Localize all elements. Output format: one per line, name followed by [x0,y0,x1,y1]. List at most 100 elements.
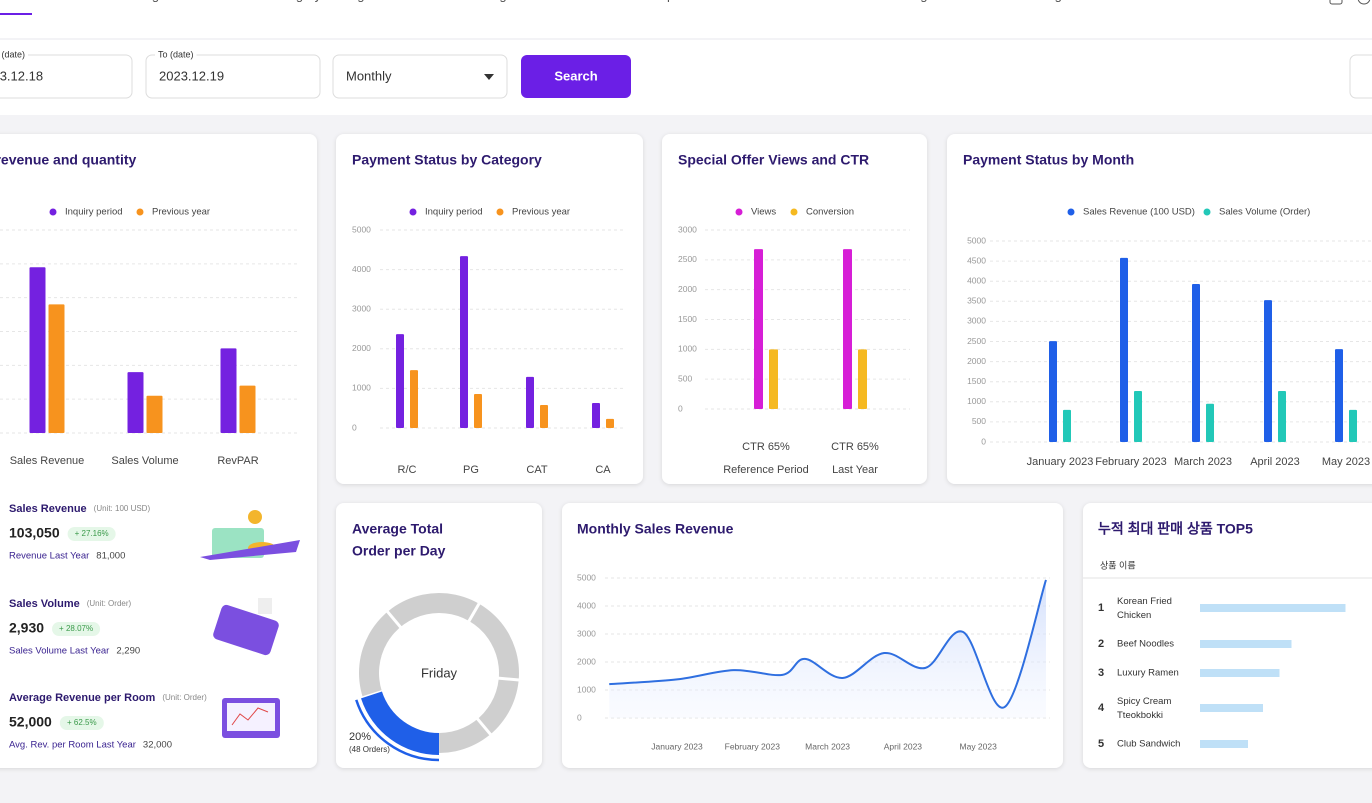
y-tick-label: 2000 [577,656,596,666]
legend-marker [409,208,417,216]
x-tick-label: CA [595,464,611,476]
bar [474,393,482,428]
rank: 1 [1098,602,1104,614]
kpi-title: Sales Volume [9,598,80,610]
bar [1200,604,1346,612]
export-button[interactable] [1349,54,1372,99]
y-tick-label: 3000 [352,303,371,313]
candles [231,707,269,726]
bar [1049,341,1057,442]
to-input[interactable] [145,54,321,99]
separator [466,601,482,624]
y-tick-label: 4000 [352,264,371,274]
x-tick-label: April 2023 [884,741,923,751]
label-bg [155,49,197,60]
kpi-change: + 62.5% [67,718,97,727]
y-tick-label: 5000 [967,235,986,245]
annotation: CTR 65% [742,441,790,453]
product-name: Korean Fried Chicken [1117,596,1175,621]
y-tick-label: 1000 [678,344,697,354]
kpi-last-label: Sales Volume Last Year [9,646,109,657]
chart-title: Special Offer Views and CTR [678,152,869,168]
kpi-unit: (Unit: 100 USD) [94,504,151,513]
x-tick-label: PG [463,464,479,476]
input-value: 2023.12.19 [159,68,224,83]
legend-label: Inquiry period [425,207,483,218]
nav-tab[interactable]: Customer Satisfaction Management [757,0,964,2]
nav-tab[interactable]: Order Management [430,0,543,2]
legend-label: Conversion [806,207,854,218]
nav-tab[interactable]: DASHBOARD [0,0,12,2]
y-tick-label: 0 [678,403,683,413]
card [1083,503,1372,768]
period-select[interactable] [332,54,508,99]
nav-tab[interactable]: In-Room Order Special Offer [568,0,734,2]
bar [48,304,65,433]
dropdown-arrow [484,74,494,80]
legend-marker [496,208,504,216]
bar [1134,390,1142,442]
x-tick-label: May 2023 [1322,456,1370,468]
input-value: 2023.12.18 [0,68,43,83]
bar [220,348,237,433]
from-input[interactable] [0,54,133,99]
y-tick-label: 2500 [678,254,697,264]
legend-marker [790,208,798,216]
input-label: From (date) [0,49,25,59]
x-tick-label: R/C [398,464,417,476]
kpi-last-label: Avg. Rev. per Room Last Year [9,740,136,751]
note: (48 Orders) [349,745,390,754]
rank: 5 [1098,738,1104,750]
kpi-unit: (Unit: Order) [162,693,207,702]
bar [1192,284,1200,442]
kpi-change: + 28.07% [59,624,93,633]
bar [1206,403,1214,442]
kpi-unit: (Unit: Order) [87,599,132,608]
card-machine [213,604,279,656]
y-tick-label: 2000 [967,356,986,366]
x-tick-label: February 2023 [1095,456,1167,468]
bar [540,405,548,428]
y-tick-label: 5000 [577,572,596,582]
x-tick-label: Sales Revenue [10,455,85,467]
nav-tab[interactable]: Product/Category Management [220,0,401,2]
x-tick-label: CAT [526,464,547,476]
x-tick-label: February 2023 [725,741,781,751]
label-bg [0,49,29,60]
badge [59,716,104,730]
x-tick-label: Reference Period [723,464,809,476]
bar [396,334,404,428]
bar [754,249,763,409]
product-name: Club Sandwich [1117,739,1180,750]
nav-bar [0,0,1372,38]
x-tick-label: May 2023 [960,741,998,751]
legend-marker [49,208,57,216]
bar [843,249,852,409]
y-tick-label: 4000 [577,600,596,610]
rank: 3 [1098,667,1104,679]
y-tick-label: 4500 [967,255,986,265]
bar [1200,704,1263,712]
nav-tab[interactable]: User Management [991,0,1098,2]
bar [1335,349,1343,442]
center-label: Friday [421,665,458,680]
product-name: Beef Noodles [1117,639,1174,650]
x-tick-label: March 2023 [805,741,850,751]
coin [248,510,262,524]
x-tick-label: Sales Volume [111,455,178,467]
kpi-value: 103,050 [9,525,60,541]
bar [1063,409,1071,442]
bar [526,376,534,428]
search-button[interactable] [521,55,631,98]
line: Chicken [1117,610,1151,621]
chart-title: Average Total [352,521,443,537]
bar [1278,390,1286,442]
nav-tab[interactable]: Common Management [63,0,196,2]
y-tick-label: 0 [981,436,986,446]
bar [127,372,144,433]
y-tick-label: 4000 [967,275,986,285]
button-label[interactable]: Search [554,68,597,83]
separator [496,676,521,682]
bar [606,418,614,428]
